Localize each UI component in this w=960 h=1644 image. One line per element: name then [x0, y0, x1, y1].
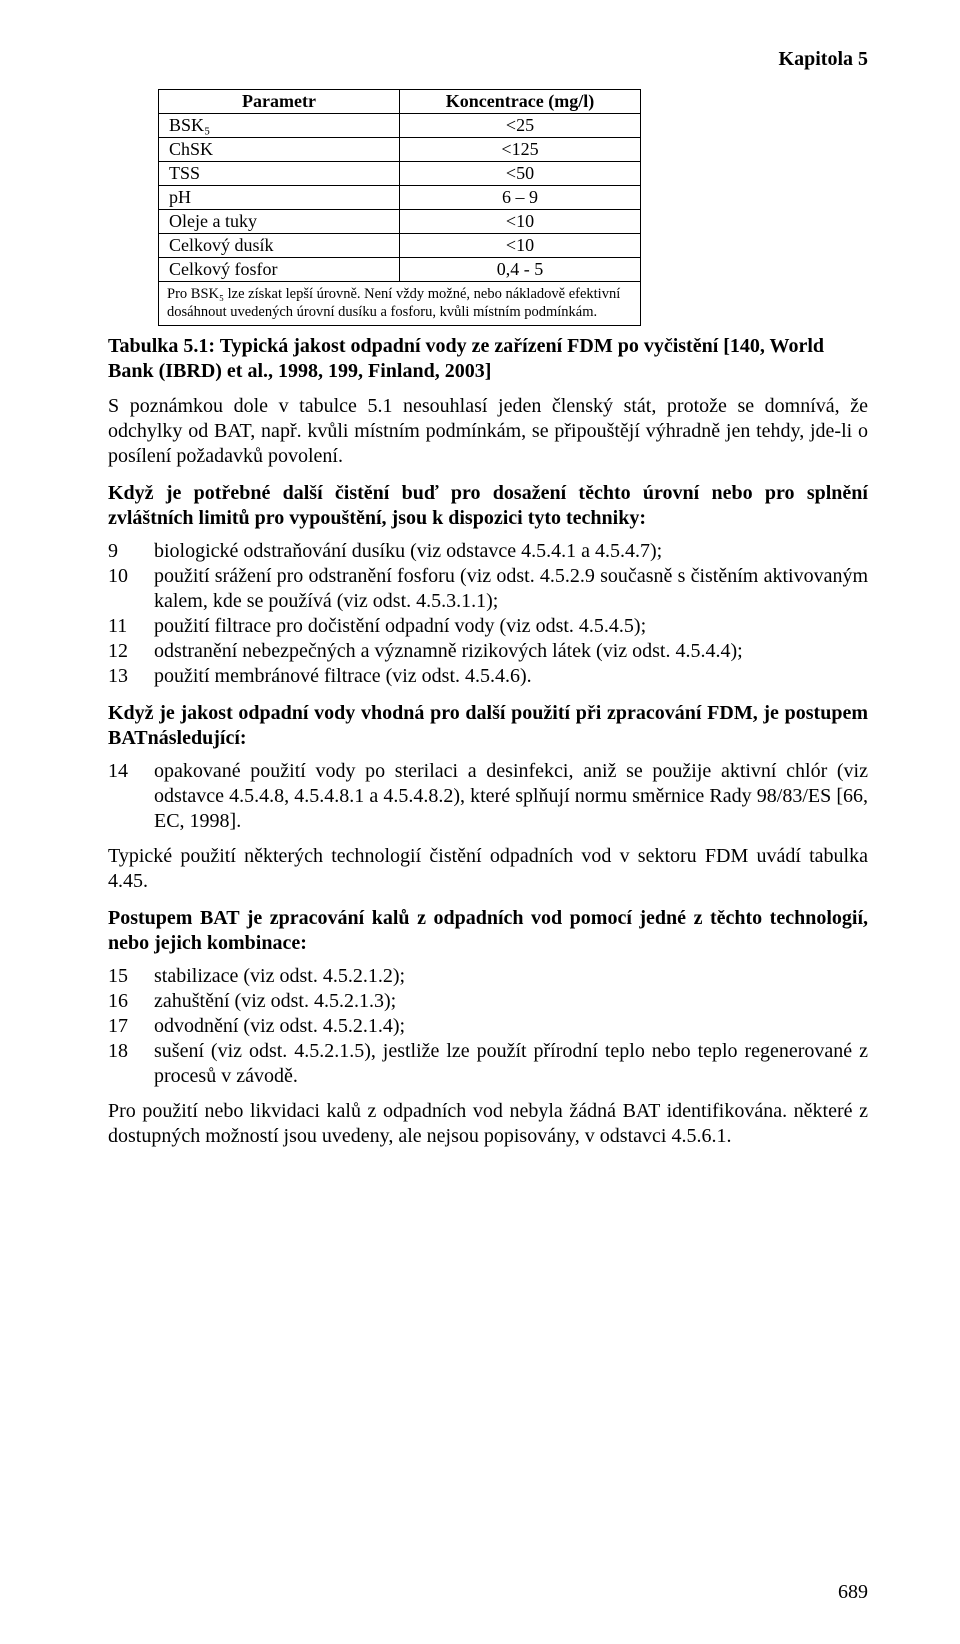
list-item: 13použití membránové filtrace (viz odst.…: [108, 664, 868, 689]
cell-param: TSS: [159, 162, 400, 186]
cell-conc: <50: [400, 162, 641, 186]
list-number: 13: [108, 664, 154, 689]
page-number: 689: [838, 1581, 868, 1604]
paragraph: Pro použití nebo likvidaci kalů z odpadn…: [108, 1099, 868, 1149]
list-item: 12odstranění nebezpečných a významně riz…: [108, 639, 868, 664]
list-text: použití filtrace pro dočistění odpadní v…: [154, 614, 868, 639]
cell-conc: <10: [400, 210, 641, 234]
col-header-conc: Koncentrace (mg/l): [400, 90, 641, 114]
list-number: 10: [108, 564, 154, 614]
bold-paragraph: Když je jakost odpadní vody vhodná pro d…: [108, 701, 868, 751]
cell-param: Celkový fosfor: [159, 258, 400, 282]
list-number: 18: [108, 1039, 154, 1089]
list-number: 12: [108, 639, 154, 664]
list-item: 9biologické odstraňování dusíku (viz ods…: [108, 539, 868, 564]
table-header-row: Parametr Koncentrace (mg/l): [159, 90, 641, 114]
table-row: TSS<50: [159, 162, 641, 186]
cell-conc: 6 – 9: [400, 186, 641, 210]
table-row: BSK₅<25: [159, 114, 641, 138]
list-text: odstranění nebezpečných a významně rizik…: [154, 639, 868, 664]
list-text: stabilizace (viz odst. 4.5.2.1.2);: [154, 964, 868, 989]
list-text: sušení (viz odst. 4.5.2.1.5), jestliže l…: [154, 1039, 868, 1089]
list-number: 14: [108, 759, 154, 834]
numbered-list-2: 14opakované použití vody po sterilaci a …: [108, 759, 868, 834]
bold-paragraph: Postupem BAT je zpracování kalů z odpadn…: [108, 906, 868, 956]
list-number: 16: [108, 989, 154, 1014]
list-item: 14opakované použití vody po sterilaci a …: [108, 759, 868, 834]
cell-conc: 0,4 - 5: [400, 258, 641, 282]
cell-param: Celkový dusík: [159, 234, 400, 258]
list-number: 15: [108, 964, 154, 989]
paragraph: S poznámkou dole v tabulce 5.1 nesouhlas…: [108, 394, 868, 469]
list-text: použití membránové filtrace (viz odst. 4…: [154, 664, 868, 689]
table-row: ChSK<125: [159, 138, 641, 162]
cell-param: BSK₅: [159, 114, 400, 138]
cell-param: ChSK: [159, 138, 400, 162]
table-caption: Tabulka 5.1: Typická jakost odpadní vody…: [108, 334, 868, 384]
list-text: zahuštění (viz odst. 4.5.2.1.3);: [154, 989, 868, 1014]
numbered-list-3: 15stabilizace (viz odst. 4.5.2.1.2); 16z…: [108, 964, 868, 1089]
table-footnote: Pro BSK₅ lze získat lepší úrovně. Není v…: [159, 282, 641, 326]
cell-param: Oleje a tuky: [159, 210, 400, 234]
cell-conc: <10: [400, 234, 641, 258]
list-item: 11použití filtrace pro dočistění odpadní…: [108, 614, 868, 639]
cell-conc: <125: [400, 138, 641, 162]
cell-conc: <25: [400, 114, 641, 138]
list-text: odvodnění (viz odst. 4.5.2.1.4);: [154, 1014, 868, 1039]
table-row: pH6 – 9: [159, 186, 641, 210]
page: Kapitola 5 Parametr Koncentrace (mg/l) B…: [0, 0, 960, 1644]
paragraph: Typické použití některých technologií či…: [108, 844, 868, 894]
parameter-table: Parametr Koncentrace (mg/l) BSK₅<25 ChSK…: [158, 89, 641, 326]
table-row: Celkový dusík<10: [159, 234, 641, 258]
bold-paragraph: Když je potřebné další čistění buď pro d…: [108, 481, 868, 531]
list-item: 10použití srážení pro odstranění fosforu…: [108, 564, 868, 614]
numbered-list-1: 9biologické odstraňování dusíku (viz ods…: [108, 539, 868, 689]
cell-param: pH: [159, 186, 400, 210]
list-number: 9: [108, 539, 154, 564]
list-item: 16zahuštění (viz odst. 4.5.2.1.3);: [108, 989, 868, 1014]
list-text: biologické odstraňování dusíku (viz odst…: [154, 539, 868, 564]
list-item: 17odvodnění (viz odst. 4.5.2.1.4);: [108, 1014, 868, 1039]
list-number: 17: [108, 1014, 154, 1039]
list-text: opakované použití vody po sterilaci a de…: [154, 759, 868, 834]
list-item: 15stabilizace (viz odst. 4.5.2.1.2);: [108, 964, 868, 989]
list-number: 11: [108, 614, 154, 639]
list-item: 18sušení (viz odst. 4.5.2.1.5), jestliže…: [108, 1039, 868, 1089]
table-row: Oleje a tuky<10: [159, 210, 641, 234]
table-footnote-row: Pro BSK₅ lze získat lepší úrovně. Není v…: [159, 282, 641, 326]
list-text: použití srážení pro odstranění fosforu (…: [154, 564, 868, 614]
chapter-header: Kapitola 5: [108, 48, 868, 71]
col-header-param: Parametr: [159, 90, 400, 114]
table-row: Celkový fosfor0,4 - 5: [159, 258, 641, 282]
